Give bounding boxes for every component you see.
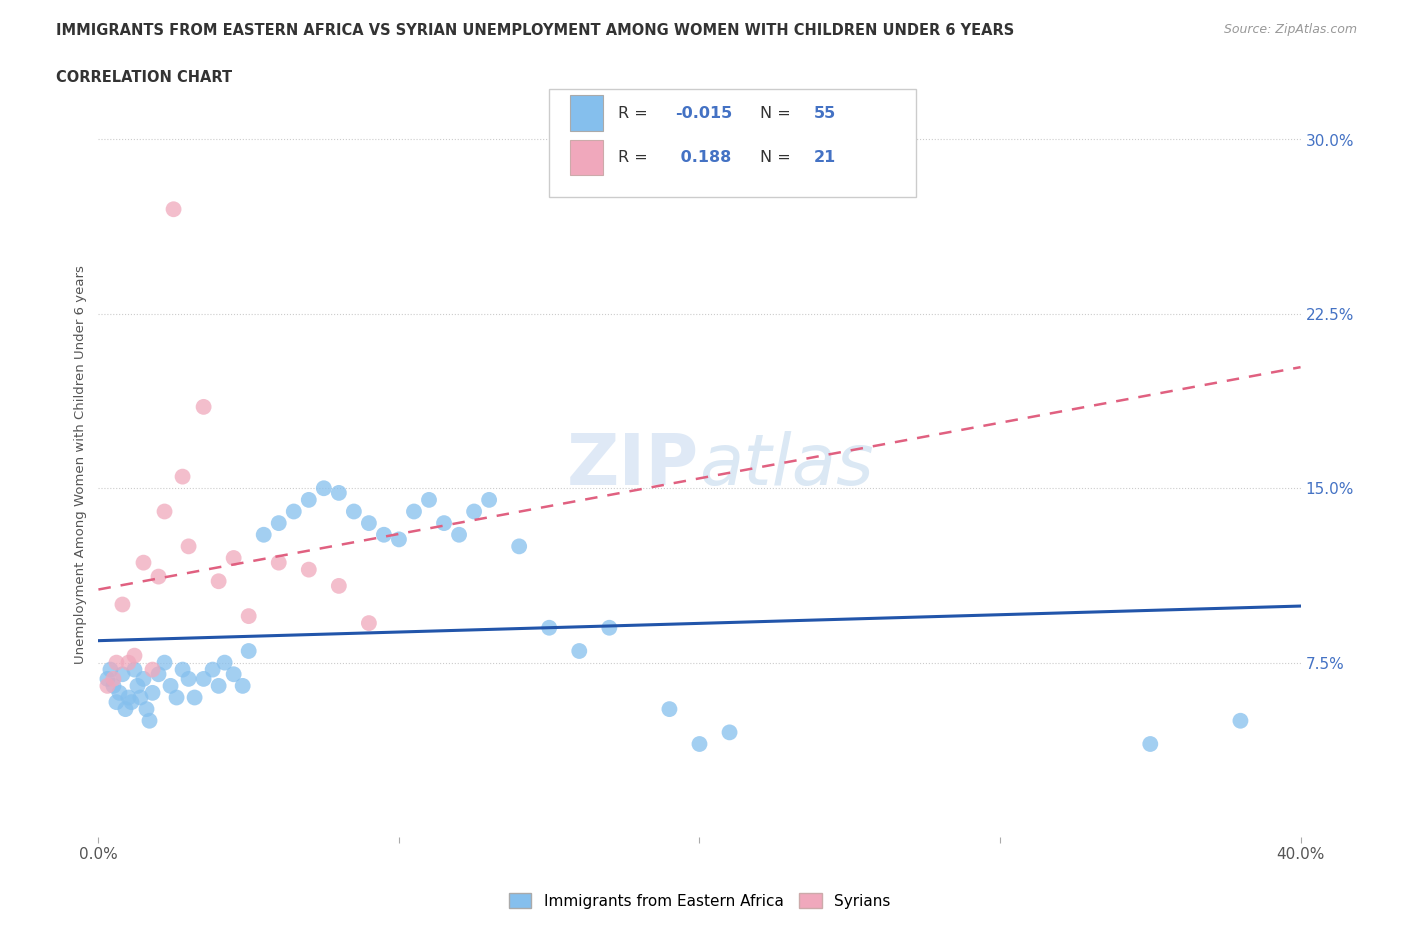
Point: [568, 644, 591, 658]
Point: [357, 516, 380, 531]
Point: [298, 493, 321, 508]
Point: [172, 470, 194, 485]
Text: R =: R =: [617, 106, 652, 121]
Point: [538, 620, 561, 635]
Point: [418, 493, 440, 508]
Text: IMMIGRANTS FROM EASTERN AFRICA VS SYRIAN UNEMPLOYMENT AMONG WOMEN WITH CHILDREN : IMMIGRANTS FROM EASTERN AFRICA VS SYRIAN…: [56, 23, 1015, 38]
Point: [478, 493, 501, 508]
Point: [253, 527, 276, 542]
Point: [689, 737, 711, 751]
Point: [138, 713, 160, 728]
Point: [103, 679, 125, 694]
Text: N =: N =: [759, 106, 796, 121]
Point: [357, 616, 380, 631]
Point: [328, 578, 350, 593]
Point: [124, 662, 146, 677]
Point: [127, 679, 149, 694]
Point: [148, 569, 170, 584]
Point: [148, 667, 170, 682]
Point: [111, 667, 134, 682]
Point: [166, 690, 188, 705]
Point: [238, 644, 260, 658]
Point: [132, 671, 155, 686]
Point: [124, 648, 146, 663]
Point: [201, 662, 224, 677]
Point: [193, 671, 215, 686]
Point: [388, 532, 411, 547]
Point: [283, 504, 305, 519]
Text: R =: R =: [617, 150, 652, 165]
Point: [193, 400, 215, 415]
Point: [177, 539, 200, 554]
Point: [172, 662, 194, 677]
Point: [598, 620, 620, 635]
Point: [132, 555, 155, 570]
Point: [177, 671, 200, 686]
Text: 21: 21: [814, 150, 837, 165]
Point: [159, 679, 181, 694]
Point: [508, 539, 530, 554]
FancyBboxPatch shape: [550, 89, 915, 197]
Text: CORRELATION CHART: CORRELATION CHART: [56, 70, 232, 85]
Point: [105, 695, 128, 710]
Bar: [569, 140, 603, 176]
Point: [114, 702, 136, 717]
Point: [232, 679, 254, 694]
Point: [208, 679, 231, 694]
Y-axis label: Unemployment Among Women with Children Under 6 years: Unemployment Among Women with Children U…: [75, 266, 87, 664]
Point: [100, 662, 122, 677]
Point: [433, 516, 456, 531]
Text: 55: 55: [814, 106, 837, 121]
Point: [658, 702, 681, 717]
Point: [117, 656, 139, 671]
Point: [129, 690, 152, 705]
Point: [96, 671, 118, 686]
Legend: Immigrants from Eastern Africa, Syrians: Immigrants from Eastern Africa, Syrians: [502, 886, 897, 915]
Point: [343, 504, 366, 519]
Point: [105, 656, 128, 671]
Point: [447, 527, 470, 542]
Point: [718, 725, 741, 740]
Point: [153, 656, 176, 671]
Point: [121, 695, 143, 710]
Text: -0.015: -0.015: [675, 106, 733, 121]
Point: [103, 671, 125, 686]
Point: [111, 597, 134, 612]
Point: [267, 555, 290, 570]
Point: [238, 609, 260, 624]
Point: [135, 702, 157, 717]
Point: [162, 202, 184, 217]
Point: [117, 690, 139, 705]
Text: 0.188: 0.188: [675, 150, 731, 165]
Point: [96, 679, 118, 694]
Point: [208, 574, 231, 589]
Point: [463, 504, 485, 519]
Point: [141, 685, 163, 700]
Text: ZIP: ZIP: [567, 431, 700, 499]
Point: [108, 685, 131, 700]
Point: [141, 662, 163, 677]
Point: [1139, 737, 1161, 751]
Point: [222, 667, 245, 682]
Text: atlas: atlas: [700, 431, 875, 499]
Text: Source: ZipAtlas.com: Source: ZipAtlas.com: [1223, 23, 1357, 36]
Point: [153, 504, 176, 519]
Point: [402, 504, 425, 519]
Point: [183, 690, 205, 705]
Point: [373, 527, 395, 542]
Point: [267, 516, 290, 531]
Point: [328, 485, 350, 500]
Bar: [569, 96, 603, 131]
Point: [1229, 713, 1251, 728]
Point: [312, 481, 335, 496]
Text: N =: N =: [759, 150, 796, 165]
Point: [214, 656, 236, 671]
Point: [222, 551, 245, 565]
Point: [298, 562, 321, 577]
